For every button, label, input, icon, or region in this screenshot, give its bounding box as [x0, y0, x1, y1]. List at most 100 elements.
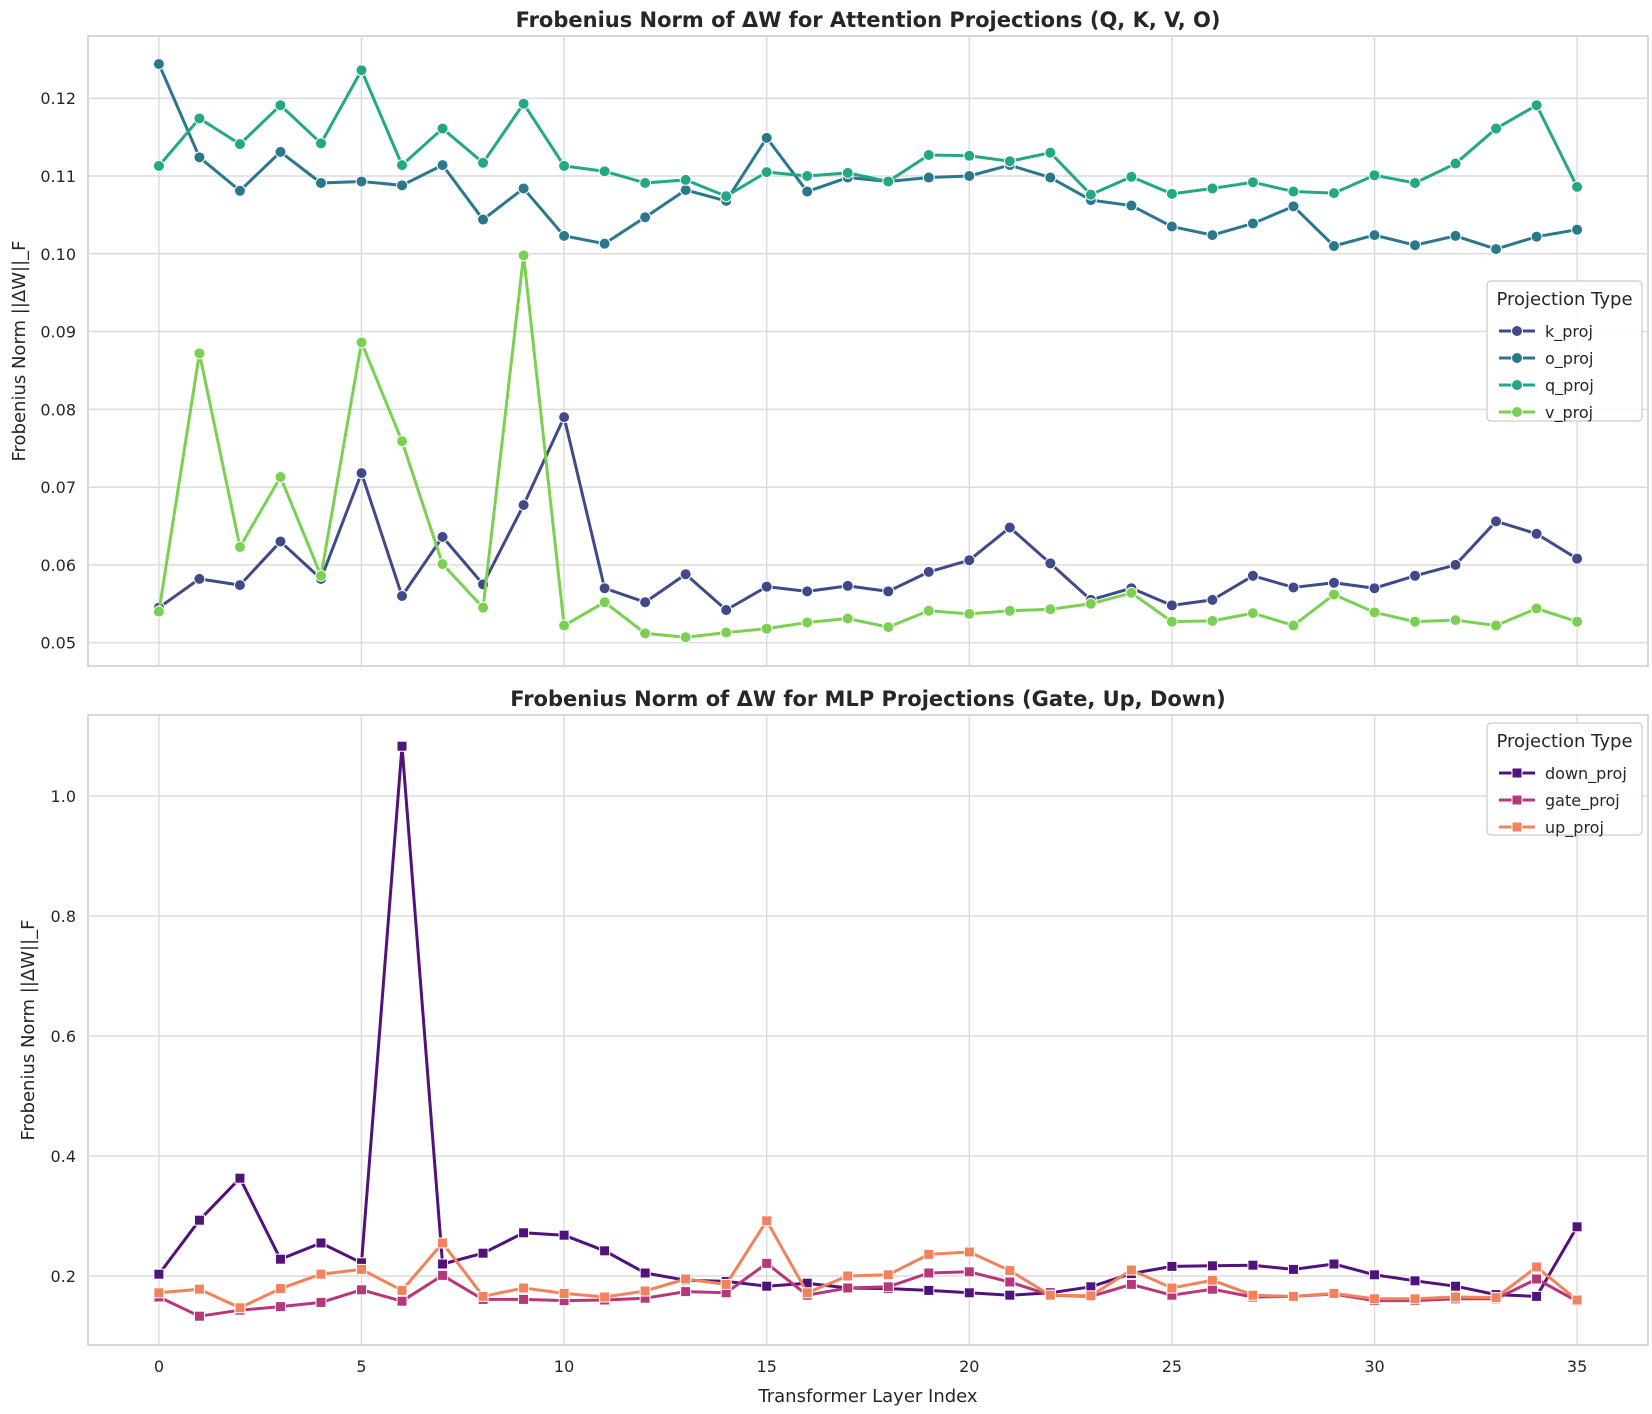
legend-label: v_proj — [1545, 403, 1593, 423]
data-point — [639, 211, 652, 224]
data-point — [233, 138, 246, 151]
plot-area — [87, 714, 1649, 1346]
data-point — [396, 159, 409, 172]
data-point — [1490, 1292, 1502, 1304]
data-point — [1409, 177, 1422, 189]
data-point — [761, 1280, 773, 1292]
data-point — [396, 590, 409, 602]
plot-area — [87, 35, 1649, 667]
data-point — [1084, 188, 1097, 201]
data-point — [193, 1310, 205, 1322]
data-point — [274, 99, 287, 112]
data-point — [841, 166, 854, 179]
data-point — [1368, 1293, 1380, 1305]
series-line — [157, 253, 1578, 639]
legend-item: k_proj — [1499, 322, 1593, 342]
data-point — [1206, 1260, 1218, 1272]
data-point — [922, 604, 935, 617]
data-point — [1368, 229, 1381, 242]
data-point — [963, 554, 976, 567]
attention-chart: 0.05 0.06 0.07 0.08 0.09 0.10 0.11 0.12 Frobeni… — [9, 8, 1649, 667]
data-point — [517, 97, 530, 110]
data-point — [963, 1266, 975, 1278]
data-point — [963, 607, 976, 620]
legend-label: o_proj — [1545, 349, 1593, 369]
data-point — [274, 1301, 286, 1313]
data-point — [1490, 243, 1503, 256]
data-point — [274, 145, 287, 158]
chart-title: Frobenius Norm of ΔW for Attention Proje… — [516, 8, 1221, 32]
data-point — [801, 616, 814, 629]
data-point — [1368, 606, 1381, 619]
x-tick-label: 10 — [554, 1357, 574, 1376]
data-point — [1004, 1276, 1016, 1288]
mlp-chart: 0 5 10 15 20 25 30 35 0.2 0.4 0.6 0.8 1.0 Frobenius … — [18, 687, 1649, 1407]
data-point — [274, 471, 287, 483]
data-point — [1530, 602, 1543, 615]
data-point — [1287, 200, 1300, 213]
data-point — [639, 1267, 651, 1279]
data-point — [152, 159, 165, 172]
series-o-proj — [152, 58, 1584, 256]
data-point — [558, 1287, 570, 1299]
series-line — [158, 1219, 1579, 1310]
data-point — [1531, 1273, 1543, 1285]
data-point — [801, 585, 814, 598]
data-point — [1044, 146, 1057, 159]
data-point — [1084, 597, 1097, 610]
data-point — [1368, 1269, 1380, 1281]
data-point — [1327, 240, 1340, 252]
data-point — [679, 568, 692, 581]
x-tick-label: 25 — [1162, 1357, 1182, 1376]
data-point — [558, 229, 571, 242]
legend: Projection Type k_proj o_proj q_proj v_proj — [1486, 280, 1643, 423]
legend-label: k_proj — [1545, 322, 1593, 342]
data-point — [1287, 1263, 1299, 1275]
data-point — [598, 165, 611, 178]
data-point — [882, 585, 895, 598]
legend: Projection Type down_proj gate_proj up_proj — [1486, 722, 1643, 838]
y-tick-label: 0.2 — [51, 1267, 76, 1286]
data-point — [1044, 1289, 1056, 1301]
data-point — [923, 1267, 935, 1279]
data-point — [963, 149, 976, 162]
y-axis-label: Frobenius Norm ||ΔW||_F — [18, 919, 39, 1140]
data-point — [1449, 229, 1462, 242]
data-point — [760, 622, 773, 635]
data-point — [518, 1293, 530, 1305]
data-point — [1044, 171, 1057, 184]
series-v-proj — [152, 249, 1584, 644]
legend-swatch-marker — [1511, 406, 1523, 418]
data-point — [1206, 229, 1219, 242]
data-point — [1247, 1259, 1259, 1271]
data-point — [842, 1270, 854, 1282]
data-point — [1531, 1261, 1543, 1273]
data-point — [923, 1284, 935, 1296]
x-tick-label: 0 — [154, 1357, 164, 1376]
data-point — [518, 1227, 530, 1239]
data-point — [1165, 599, 1178, 612]
data-point — [1409, 1293, 1421, 1305]
legend-label: down_proj — [1545, 764, 1627, 784]
data-point — [152, 58, 165, 70]
legend-item: gate_proj — [1499, 791, 1620, 811]
data-point — [679, 173, 692, 186]
data-point — [356, 1263, 368, 1275]
legend-title: Projection Type — [1496, 731, 1632, 752]
data-point — [477, 1247, 489, 1259]
data-point — [274, 1283, 286, 1295]
data-point — [1450, 1291, 1462, 1303]
data-point — [922, 171, 935, 184]
data-point — [801, 185, 814, 198]
data-point — [1530, 99, 1543, 112]
legend-label: gate_proj — [1545, 791, 1620, 811]
x-tick-label: 20 — [959, 1357, 979, 1376]
data-point — [1571, 615, 1584, 628]
y-axis-label: Frobenius Norm ||ΔW||_F — [9, 240, 30, 461]
data-point — [436, 530, 449, 543]
data-point — [598, 237, 611, 250]
data-point — [436, 122, 449, 135]
data-point — [356, 1284, 368, 1296]
data-point — [1571, 1221, 1583, 1233]
x-axis-label: Transformer Layer Index — [757, 1386, 978, 1407]
